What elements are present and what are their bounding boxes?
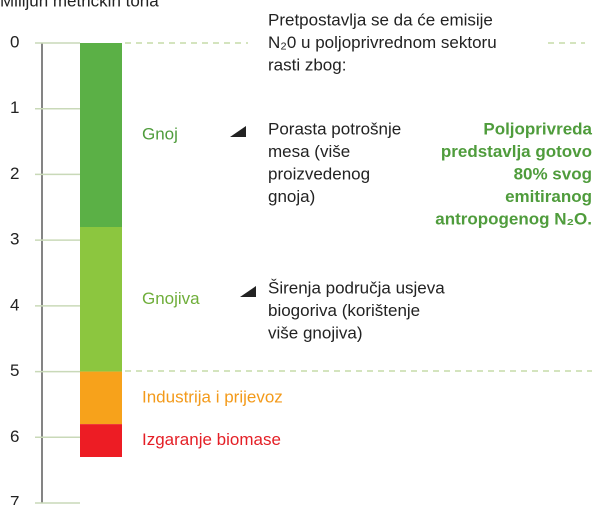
bar-segment	[80, 371, 122, 425]
y-tick-label: 2	[10, 164, 19, 183]
y-axis-title: Milijun metričkih tona	[0, 0, 159, 10]
segment-label: Izgaranje biomase	[142, 430, 281, 449]
annotation-line: N₂0 u poljoprivrednom sektoru	[268, 33, 497, 52]
annotation-line: mesa (više	[268, 142, 350, 161]
annotation-line: Pretpostavlja se da će emisije	[268, 10, 493, 29]
y-tick-label: 6	[10, 427, 19, 446]
y-tick-label: 0	[10, 32, 19, 51]
annotation-line: više gnojiva)	[268, 323, 363, 342]
bar-segment	[80, 424, 122, 457]
annotation-line: gnoja)	[268, 187, 315, 206]
annotation-line: proizvedenog	[268, 164, 370, 183]
arrow-icon	[240, 286, 256, 297]
y-tick-label: 3	[10, 230, 19, 249]
y-tick-label: 5	[10, 361, 19, 380]
annotation-line: predstavlja gotovo	[441, 142, 592, 161]
annotation-line: rasti zbog:	[268, 55, 346, 74]
annotation-line: 80% svog	[514, 164, 592, 183]
arrow-icon	[230, 126, 246, 137]
segment-label: Industrija i prijevoz	[142, 387, 283, 406]
annotation-line: Širenja područja usjeva	[268, 278, 445, 297]
y-tick-label: 4	[10, 295, 19, 314]
bar-segment	[80, 43, 122, 227]
y-tick-label: 7	[10, 492, 19, 505]
annotation-line: antropogenog N₂O.	[435, 209, 592, 228]
annotation-line: biogoriva (korištenje	[268, 301, 420, 320]
bar-segment	[80, 227, 122, 372]
annotation-line: emitiranog	[505, 187, 592, 206]
annotation-line: Porasta potrošnje	[268, 119, 401, 138]
annotation-line: Poljoprivreda	[483, 119, 592, 138]
y-tick-label: 1	[10, 98, 19, 117]
segment-label: Gnoj	[142, 124, 178, 143]
segment-label: Gnojiva	[142, 289, 200, 308]
